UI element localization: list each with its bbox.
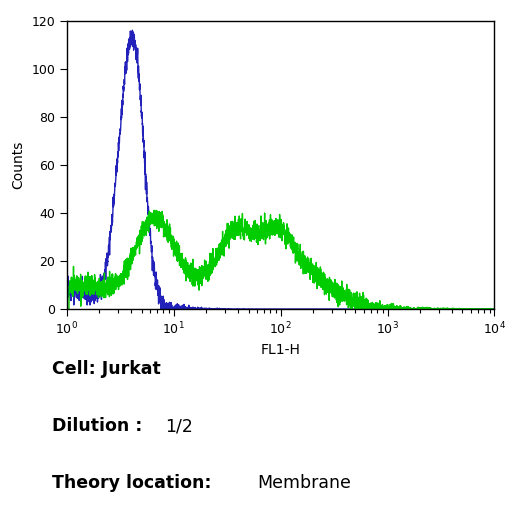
Y-axis label: Counts: Counts	[12, 141, 26, 189]
Text: Theory location:: Theory location:	[52, 474, 211, 492]
Text: Dilution :: Dilution :	[52, 417, 142, 435]
Text: Membrane: Membrane	[258, 474, 351, 492]
Text: Cell: Jurkat: Cell: Jurkat	[52, 360, 160, 379]
X-axis label: FL1-H: FL1-H	[261, 343, 301, 357]
Text: 1/2: 1/2	[165, 417, 193, 435]
